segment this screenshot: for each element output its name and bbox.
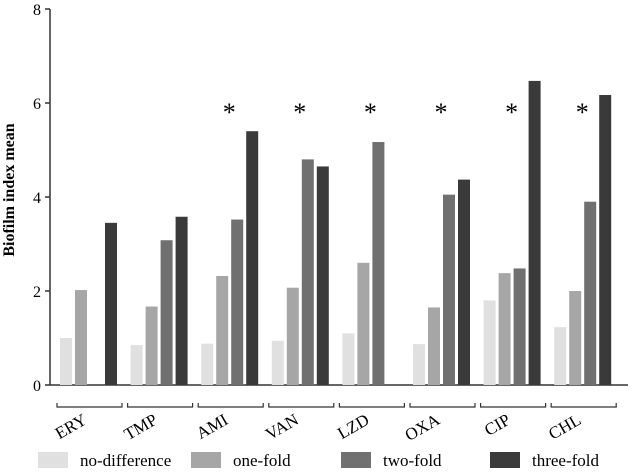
bar — [342, 333, 355, 385]
bar — [145, 306, 158, 385]
x-tick-label: VAN — [262, 410, 301, 444]
bar — [498, 273, 511, 385]
x-tick-label: AMI — [193, 410, 231, 443]
significance-marker: * — [223, 98, 236, 127]
bar — [584, 201, 597, 385]
bar — [60, 338, 72, 385]
group-bracket — [268, 403, 335, 408]
significance-marker: * — [364, 98, 377, 127]
legend-label: one-fold — [233, 451, 291, 470]
y-tick-label: 2 — [33, 284, 41, 301]
legend-swatch — [191, 452, 221, 468]
significance-marker: * — [435, 98, 448, 127]
bar — [160, 240, 173, 385]
y-tick-label: 4 — [33, 190, 41, 207]
x-tick-label: TMP — [121, 410, 161, 444]
y-tick-label: 6 — [33, 96, 41, 113]
bar — [413, 344, 425, 385]
bar — [528, 80, 541, 385]
bar — [513, 268, 526, 385]
bar — [105, 222, 117, 385]
x-tick-label: ERY — [52, 410, 90, 443]
x-tick-label: LZD — [334, 410, 372, 443]
legend-label: three-fold — [532, 451, 600, 470]
significance-marker: * — [293, 98, 306, 127]
group-bracket — [127, 403, 194, 408]
bar — [372, 142, 385, 385]
group-bracket — [480, 403, 547, 408]
bar — [316, 166, 329, 385]
bar — [599, 95, 612, 385]
bar — [554, 327, 567, 385]
bar — [216, 275, 229, 385]
legend-label: no-difference — [80, 451, 171, 470]
group-bracket — [409, 403, 476, 408]
bar — [458, 179, 470, 385]
y-tick-label: 8 — [33, 2, 41, 19]
legend-swatch — [341, 452, 371, 468]
bar — [428, 307, 440, 385]
group-bracket — [550, 403, 617, 408]
x-tick-label: OXA — [402, 410, 444, 445]
bar — [130, 345, 143, 385]
group-bracket — [56, 403, 123, 408]
bar — [201, 343, 214, 385]
bar — [286, 287, 299, 385]
bar — [301, 159, 314, 385]
bar — [175, 216, 188, 385]
bar — [246, 131, 259, 385]
bar — [75, 290, 87, 385]
bar — [569, 291, 582, 385]
group-bracket — [197, 403, 264, 408]
y-axis-label: Biofilm index mean — [1, 123, 18, 256]
legend-swatch — [38, 452, 68, 468]
bar — [357, 262, 370, 385]
bar — [443, 194, 455, 385]
x-tick-label: CIP — [481, 410, 513, 440]
bar — [483, 300, 496, 385]
significance-marker: * — [576, 98, 589, 127]
significance-marker: * — [505, 98, 518, 127]
bar — [231, 219, 244, 385]
y-tick-label: 0 — [33, 378, 41, 395]
legend-swatch — [490, 452, 520, 468]
legend-label: two-fold — [383, 451, 442, 470]
group-bracket — [338, 403, 405, 408]
bar — [271, 340, 284, 385]
x-tick-label: CHL — [545, 410, 584, 443]
